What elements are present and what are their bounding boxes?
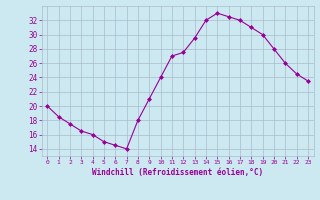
X-axis label: Windchill (Refroidissement éolien,°C): Windchill (Refroidissement éolien,°C) [92,168,263,177]
